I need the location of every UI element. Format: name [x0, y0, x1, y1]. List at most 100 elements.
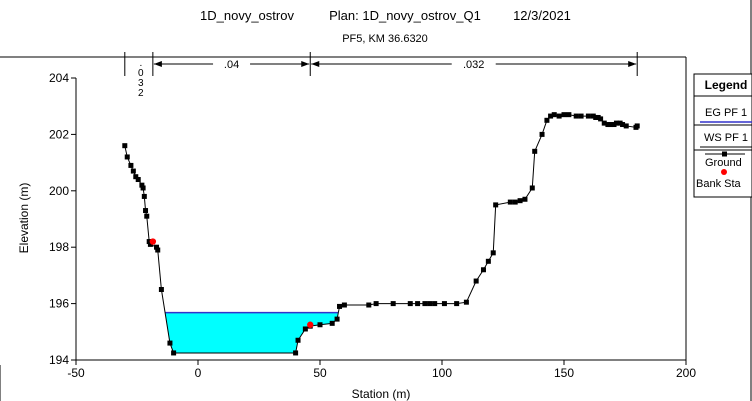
mannings-n-char: .	[139, 58, 142, 69]
ground-point	[532, 148, 538, 154]
ground-point	[613, 120, 619, 126]
ground-point	[427, 301, 433, 307]
ground-point	[154, 244, 160, 250]
ground-point	[607, 122, 613, 128]
ground-point	[140, 185, 146, 191]
y-axis-label: Elevation (m)	[17, 183, 31, 254]
x-tick-label: 0	[195, 366, 202, 380]
ground-point	[522, 196, 528, 202]
y-tick-label: 204	[49, 71, 69, 85]
ground-point	[302, 326, 308, 332]
ground-point	[334, 316, 340, 322]
ground-point	[158, 287, 164, 292]
ground-point	[623, 123, 629, 129]
mannings-n-label: .04	[224, 59, 239, 71]
bank-station-layer	[149, 238, 314, 328]
mannings-n-annotations: .032.04.032	[124, 52, 638, 99]
x-axis-label: Station (m)	[352, 387, 411, 401]
legend-title: Legend	[705, 78, 748, 92]
plan-label: Plan: 1D_novy_ostrov_Q1	[329, 8, 481, 23]
ground-point	[432, 301, 438, 307]
ground-point	[544, 117, 550, 123]
ground-point	[585, 113, 591, 119]
ground-point	[573, 113, 579, 119]
mannings-arrowhead	[628, 61, 637, 67]
ground-point	[146, 239, 152, 245]
ground-point	[407, 301, 413, 307]
mannings-n-char: 0	[138, 68, 144, 79]
ground-point	[454, 301, 460, 307]
legend-entry-ground: Ground	[705, 157, 742, 169]
ground-point	[130, 168, 136, 174]
ground-point	[337, 303, 343, 309]
ground-point	[124, 154, 130, 160]
ground-point	[135, 177, 141, 183]
water-fill	[165, 312, 339, 353]
plan-date: 12/3/2021	[513, 8, 571, 23]
y-tick-label: 200	[49, 184, 69, 198]
x-tick-label: 200	[676, 366, 696, 380]
legend-entry-ws: WS PF 1	[704, 132, 748, 144]
ground-point	[139, 182, 145, 188]
water-fill-layer	[165, 311, 339, 353]
ground-point	[507, 199, 513, 205]
mannings-n-char: 3	[138, 78, 144, 89]
ground-point	[295, 337, 301, 343]
ground-profile-layer	[122, 112, 640, 356]
ground-point	[171, 350, 177, 356]
ground-point	[293, 350, 299, 356]
ground-point	[473, 278, 479, 284]
ground-point	[551, 112, 557, 118]
ground-point	[512, 199, 518, 205]
legend-box	[693, 73, 752, 198]
x-tick-label: 100	[432, 366, 452, 380]
ground-point	[373, 301, 379, 307]
mannings-n-char: 2	[138, 88, 144, 99]
ground-point	[539, 131, 545, 137]
y-tick-label: 198	[49, 240, 69, 254]
ground-point	[578, 113, 584, 119]
ground-point	[147, 241, 153, 247]
ground-point	[366, 302, 372, 308]
ground-point	[548, 113, 554, 119]
legend-entry-eg: EG PF 1	[705, 107, 747, 119]
legend-bank-marker	[721, 169, 727, 175]
ground-point	[143, 208, 149, 214]
ground-point	[128, 162, 134, 168]
ground-point	[598, 116, 604, 122]
chart-title: 1D_novy_ostrov	[200, 8, 294, 23]
y-tick-label: 196	[49, 297, 69, 311]
ground-point	[517, 198, 523, 204]
ground-point	[144, 213, 150, 219]
chart-subtitle: PF5, KM 36.6320	[342, 33, 428, 45]
ground-point	[441, 301, 447, 307]
ground-point	[556, 113, 562, 119]
mannings-arrowhead	[153, 61, 162, 67]
y-tick-label: 194	[49, 353, 69, 367]
ground-point	[422, 301, 428, 307]
ground-point	[493, 202, 499, 208]
mannings-arrowhead	[311, 61, 320, 67]
x-tick-label: 50	[313, 366, 327, 380]
ground-point	[634, 123, 640, 129]
ground-point	[566, 112, 572, 118]
mannings-n-label: .032	[463, 59, 484, 71]
ground-point	[122, 143, 128, 149]
ground-point	[155, 247, 161, 253]
ground-point	[141, 193, 147, 199]
ground-point	[167, 340, 173, 346]
ground-point	[620, 122, 626, 128]
ground-point	[463, 299, 469, 305]
bank-station-point	[307, 321, 314, 328]
legend: Legend EG PF 1 WS PF 1 Ground Bank Sta	[693, 73, 752, 198]
ground-point	[490, 250, 496, 256]
ground-point	[415, 301, 421, 307]
ground-point	[341, 302, 347, 308]
ground-point	[561, 112, 567, 118]
ground-point	[480, 267, 486, 273]
legend-entry-bank: Bank Sta	[696, 178, 742, 190]
ground-point	[133, 174, 139, 180]
y-tick-label: 202	[49, 127, 69, 141]
